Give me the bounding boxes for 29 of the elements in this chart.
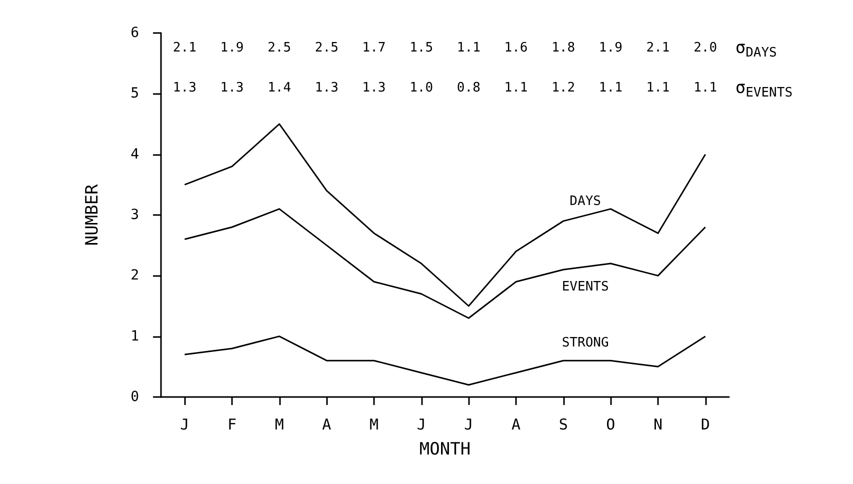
x-tick-label: F xyxy=(227,416,237,434)
series-label: STRONG xyxy=(562,336,609,351)
text: 1.3 1.3 1.4 1.3 1.3 1.0 0.8 1.1 1.2 1.1 1.1 1.1 xyxy=(172,80,718,96)
x-tick-label: J xyxy=(180,416,190,434)
series-label: DAYS xyxy=(570,194,601,210)
text: 2.1 1.9 2.5 2.5 1.7 1.5 1.1 1.6 1.8 1.9 2.1 2.0 xyxy=(172,40,718,56)
x-tick-label: M xyxy=(274,416,284,434)
series-label: EVENTS xyxy=(562,280,609,295)
line-series xyxy=(184,123,706,307)
x-tick-label: J xyxy=(464,416,474,434)
x-tick-label: D xyxy=(700,416,710,434)
line-series xyxy=(184,208,706,319)
y-tick-label: 2 xyxy=(130,268,139,284)
x-tick-label: J xyxy=(416,416,426,434)
x-tick-label: S xyxy=(558,416,568,434)
x-tick-label: A xyxy=(322,416,332,434)
x-tick-label: M xyxy=(369,416,379,434)
x-axis-title: MONTH xyxy=(419,440,471,460)
line-series xyxy=(184,336,706,386)
y-tick-label: 3 xyxy=(130,207,139,223)
y-axis-title: NUMBER xyxy=(82,184,102,246)
y-tick-label: 0 xyxy=(130,389,139,405)
x-tick-label: N xyxy=(653,416,663,434)
x-tick-label: O xyxy=(606,416,616,434)
y-tick-label: 5 xyxy=(130,86,139,102)
x-tick-label: A xyxy=(511,416,521,434)
y-tick-label: 4 xyxy=(130,146,139,162)
y-tick-label: 6 xyxy=(130,25,139,41)
y-tick-label: 1 xyxy=(130,328,139,344)
